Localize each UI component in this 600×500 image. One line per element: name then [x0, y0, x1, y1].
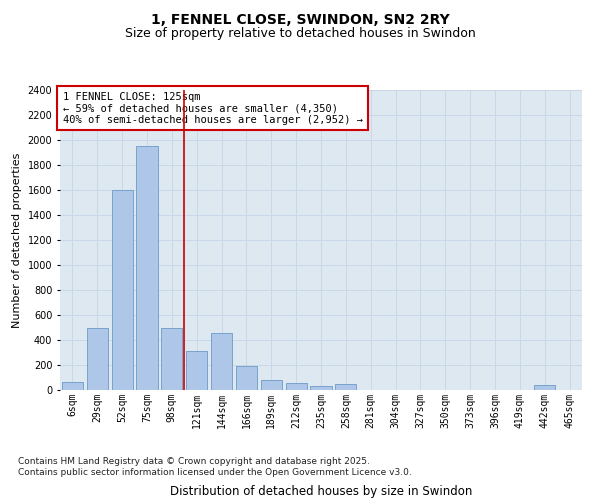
Text: Contains HM Land Registry data © Crown copyright and database right 2025.
Contai: Contains HM Land Registry data © Crown c… — [18, 458, 412, 477]
Bar — [136, 146, 158, 390]
Bar — [62, 382, 83, 390]
Bar — [112, 190, 133, 390]
Bar — [335, 384, 356, 390]
Text: 1 FENNEL CLOSE: 125sqm
← 59% of detached houses are smaller (4,350)
40% of semi-: 1 FENNEL CLOSE: 125sqm ← 59% of detached… — [62, 92, 362, 124]
Bar — [286, 383, 307, 390]
Bar — [161, 328, 182, 390]
Text: Size of property relative to detached houses in Swindon: Size of property relative to detached ho… — [125, 28, 475, 40]
Bar — [87, 328, 108, 390]
Bar — [310, 386, 332, 390]
Bar — [261, 380, 282, 390]
Bar — [236, 366, 257, 390]
Y-axis label: Number of detached properties: Number of detached properties — [12, 152, 22, 328]
Text: Distribution of detached houses by size in Swindon: Distribution of detached houses by size … — [170, 484, 472, 498]
Bar — [211, 332, 232, 390]
Bar — [186, 351, 207, 390]
Bar — [534, 385, 555, 390]
Text: 1, FENNEL CLOSE, SWINDON, SN2 2RY: 1, FENNEL CLOSE, SWINDON, SN2 2RY — [151, 12, 449, 26]
